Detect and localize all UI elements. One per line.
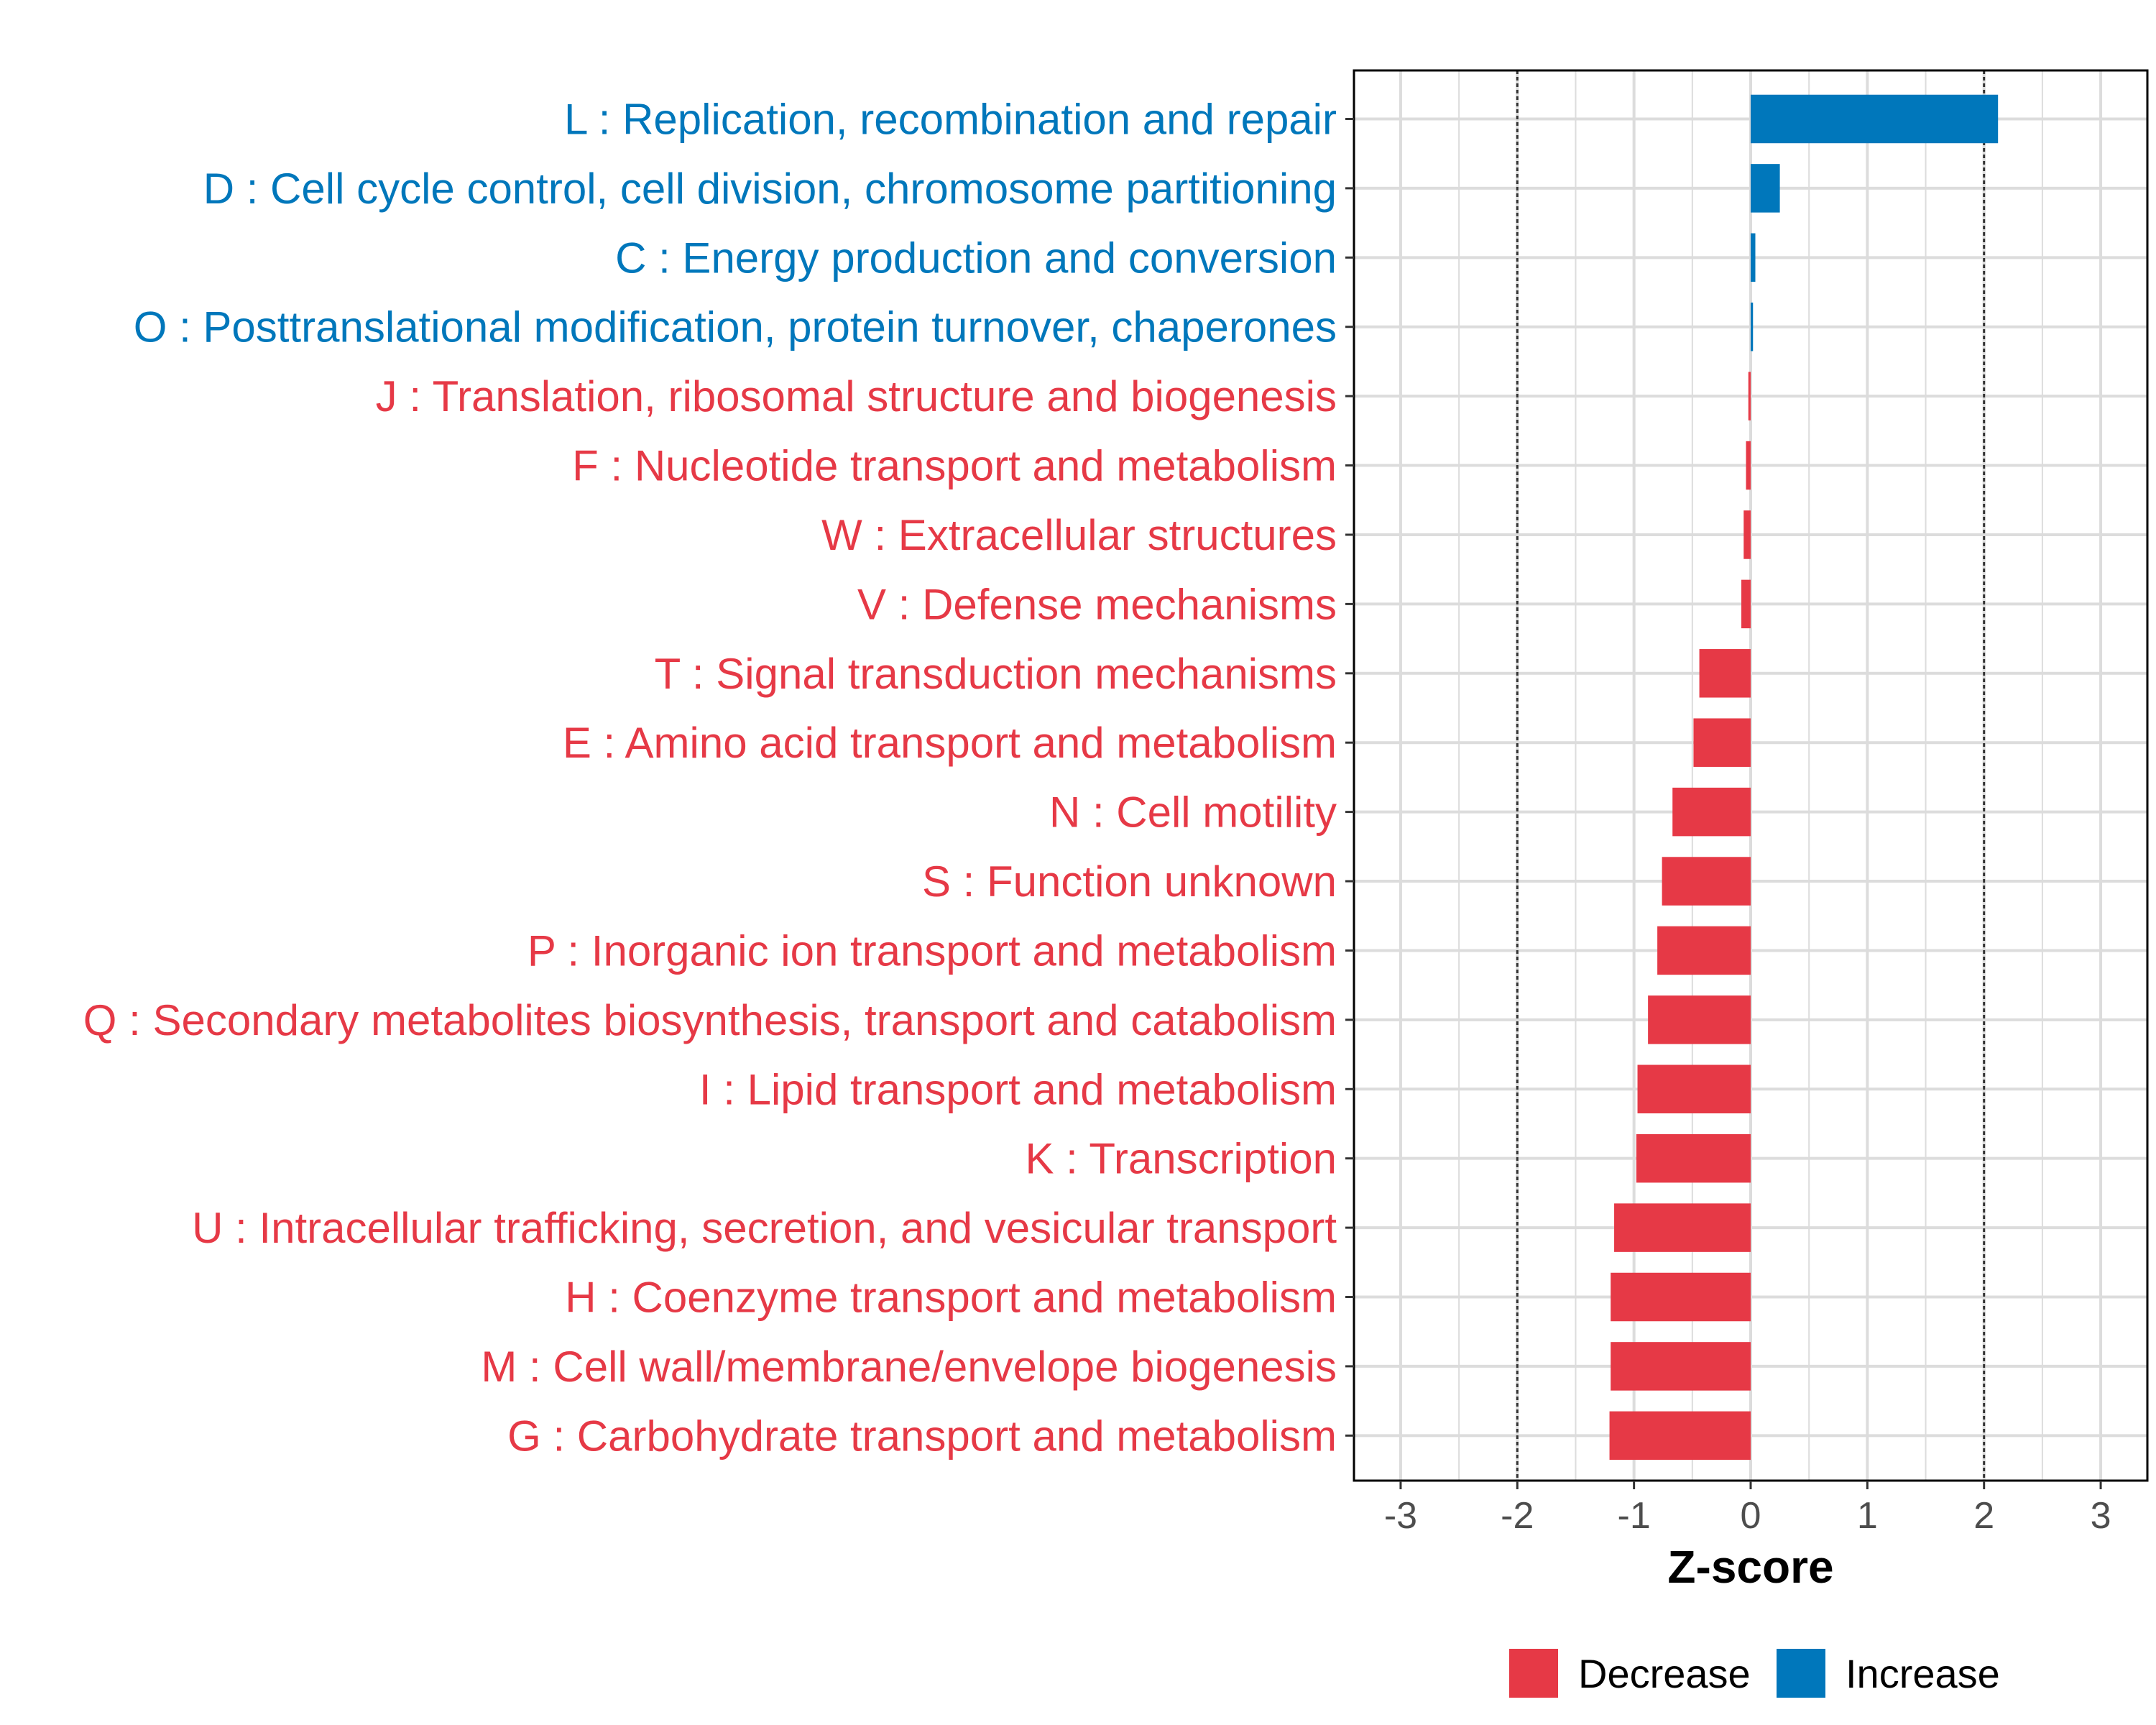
category-label: P : Inorganic ion transport and metaboli… (528, 926, 1337, 975)
bar (1648, 995, 1751, 1044)
bar (1614, 1203, 1751, 1252)
category-label: J : Translation, ribosomal structure and… (376, 372, 1337, 420)
category-label: C : Energy production and conversion (615, 234, 1337, 282)
x-tick-label: 0 (1741, 1495, 1761, 1537)
legend-swatch (1777, 1649, 1825, 1698)
category-label: S : Function unknown (922, 857, 1337, 906)
category-label: K : Transcription (1025, 1135, 1337, 1183)
bar (1748, 372, 1751, 420)
category-label: O : Posttranslational modification, prot… (134, 303, 1337, 351)
bar (1699, 649, 1751, 698)
x-tick-label: -3 (1384, 1495, 1417, 1537)
category-label: I : Lipid transport and metabolism (699, 1065, 1337, 1113)
reference-lines (1516, 70, 1986, 1481)
bar (1662, 857, 1751, 906)
x-tick-label: 3 (2091, 1495, 2111, 1537)
gridlines (1354, 70, 2147, 1481)
category-label: F : Nucleotide transport and metabolism (572, 442, 1337, 490)
bar (1751, 302, 1754, 351)
x-axis-title: Z-score (1667, 1541, 1833, 1593)
bar (1741, 579, 1751, 629)
category-label: N : Cell motility (1049, 788, 1337, 837)
x-axis-ticks (1399, 1481, 2102, 1489)
category-label: T : Signal transduction mechanisms (655, 650, 1337, 698)
bar (1637, 1064, 1751, 1114)
category-label: M : Cell wall/membrane/envelope biogenes… (481, 1343, 1337, 1391)
x-axis-labels: -3 -2 -1 0 1 2 3 (1384, 1495, 2111, 1537)
bars (1609, 94, 1999, 1460)
bar (1751, 233, 1756, 282)
bar (1611, 1342, 1751, 1391)
category-label: H : Coenzyme transport and metabolism (565, 1274, 1337, 1322)
bar (1672, 787, 1751, 837)
bar (1743, 510, 1751, 559)
category-label: L : Replication, recombination and repai… (564, 95, 1337, 143)
bar (1657, 926, 1751, 975)
bar (1611, 1272, 1751, 1322)
legend: Decrease Increase (1509, 1649, 2000, 1698)
category-label: E : Amino acid transport and metabolism (563, 719, 1337, 767)
category-label: W : Extracellular structures (821, 511, 1337, 559)
category-label: G : Carbohydrate transport and metabolis… (507, 1412, 1337, 1460)
bar (1746, 441, 1751, 490)
bar (1609, 1411, 1751, 1460)
x-tick-label: -1 (1618, 1495, 1651, 1537)
bar (1751, 94, 1999, 144)
legend-label: Decrease (1578, 1651, 1751, 1696)
bar (1636, 1133, 1751, 1183)
x-tick-label: 2 (1973, 1495, 1994, 1537)
category-label: U : Intracellular trafficking, secretion… (192, 1204, 1337, 1252)
category-label: Q : Secondary metabolites biosynthesis, … (83, 996, 1337, 1044)
bar (1751, 164, 1780, 213)
category-label: V : Defense mechanisms (857, 580, 1337, 628)
legend-swatch (1509, 1649, 1558, 1698)
x-tick-label: -2 (1501, 1495, 1534, 1537)
y-axis-labels: L : Replication, recombination and repai… (83, 95, 1337, 1460)
bar (1693, 718, 1751, 767)
category-label: D : Cell cycle control, cell division, c… (203, 165, 1337, 213)
legend-label: Increase (1846, 1651, 2000, 1696)
y-axis-ticks (1345, 117, 1354, 1437)
x-tick-label: 1 (1857, 1495, 1878, 1537)
